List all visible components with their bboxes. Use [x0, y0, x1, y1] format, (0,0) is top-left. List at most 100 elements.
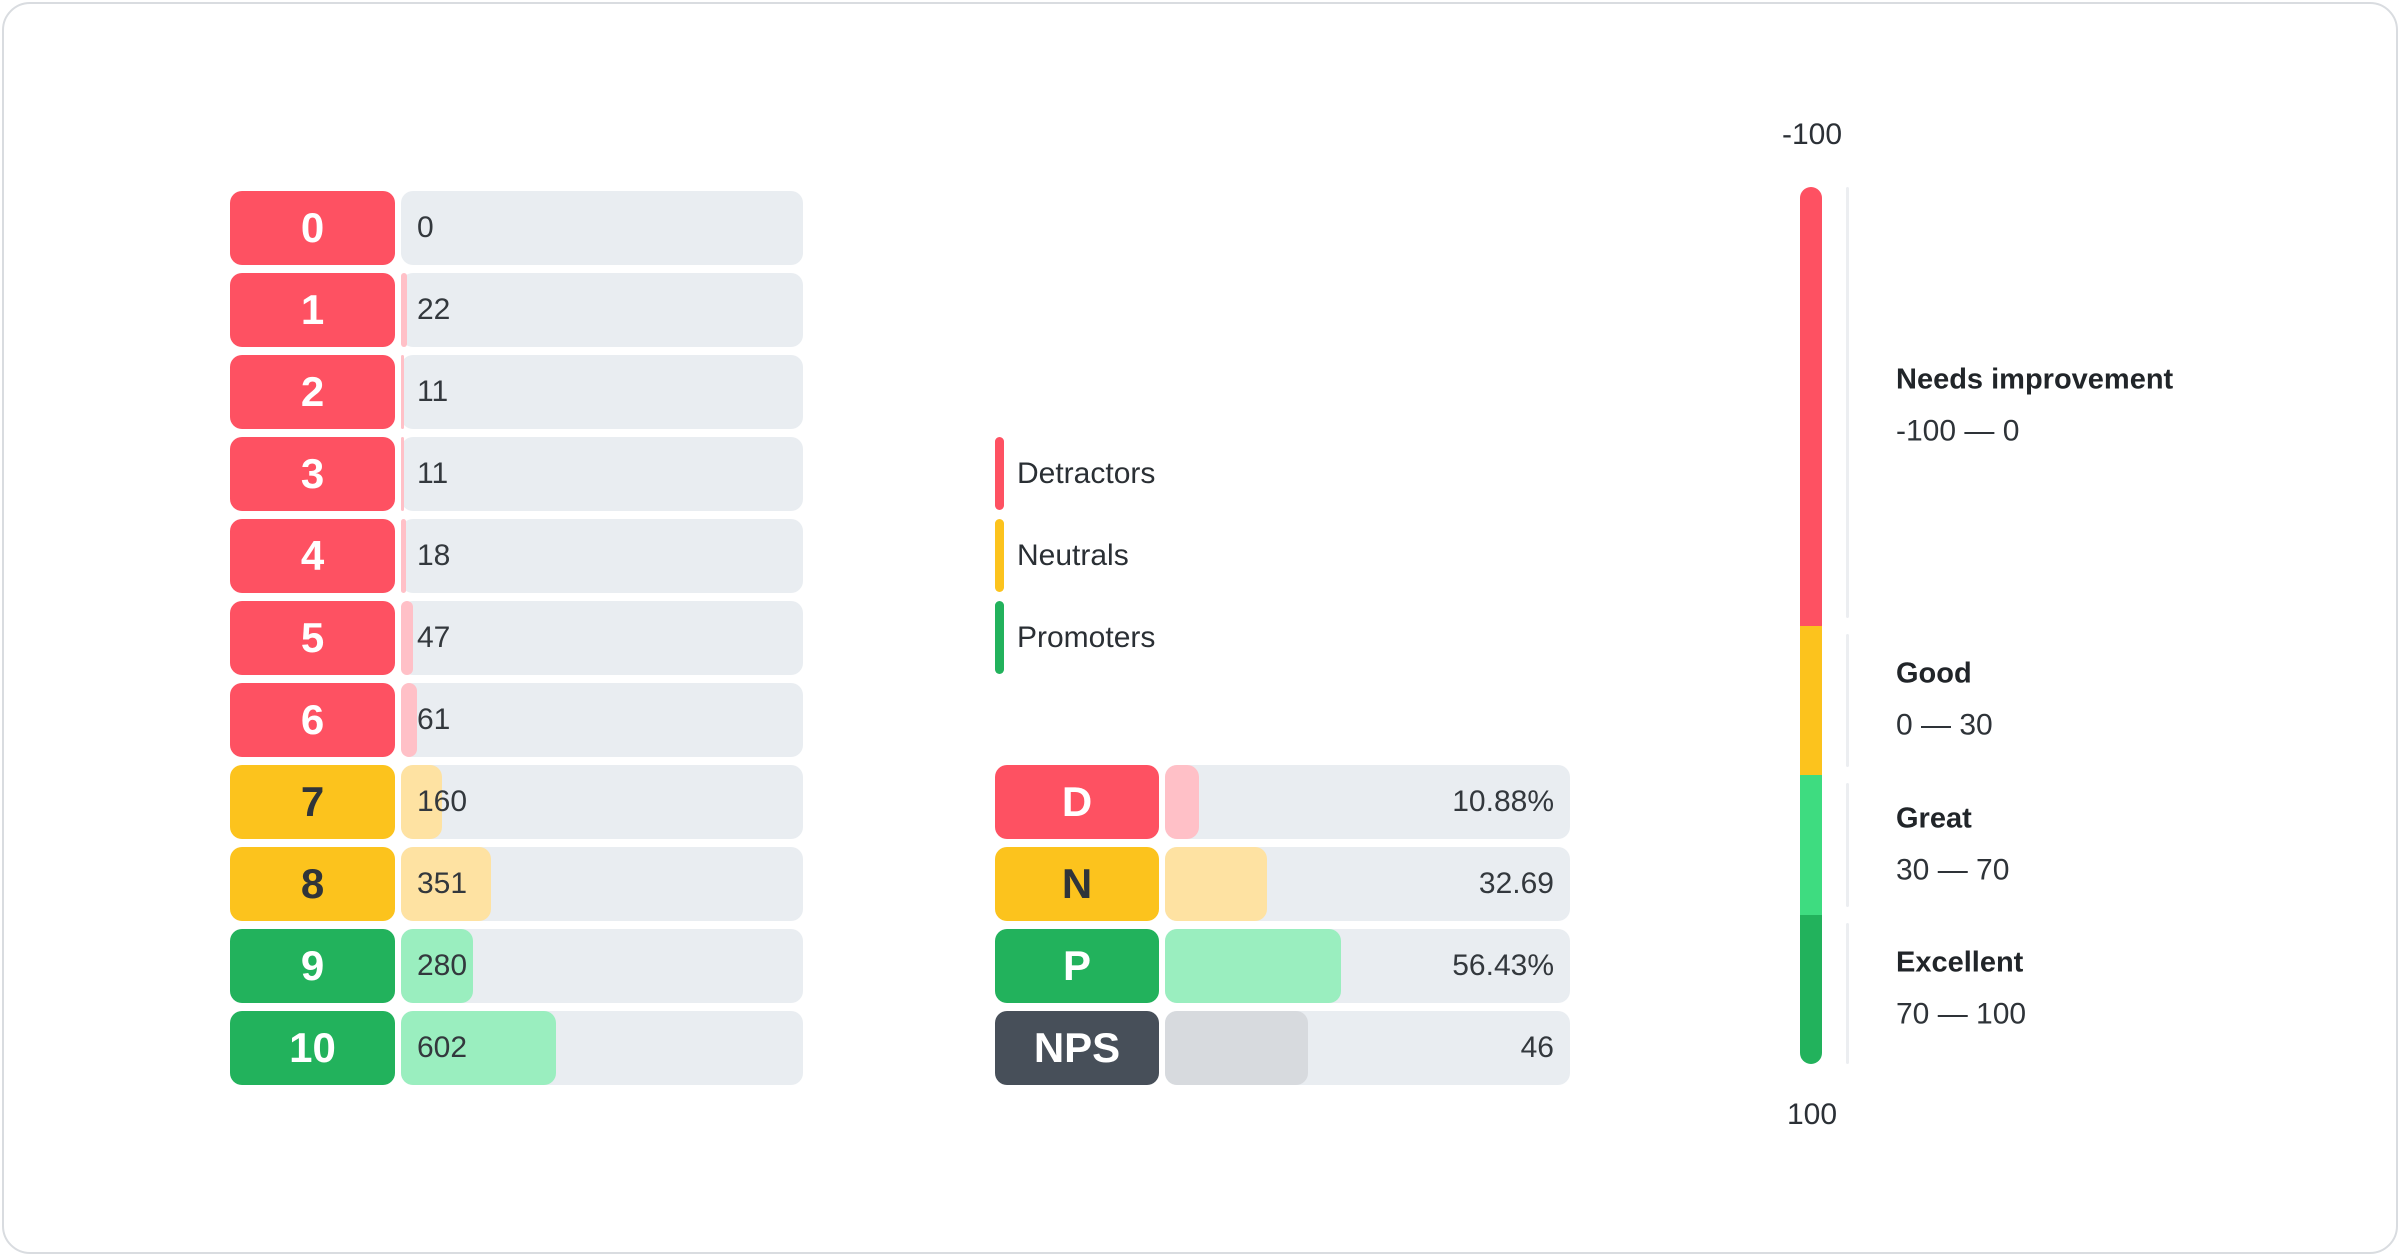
- score-row[interactable]: 8 351: [230, 847, 803, 921]
- score-row[interactable]: 10 602: [230, 1011, 803, 1085]
- gauge-range-block: Good 0 — 30: [1896, 658, 1993, 743]
- score-fill: [401, 929, 473, 1003]
- score-fill: [401, 355, 404, 429]
- summary-value: 56.43%: [1452, 949, 1554, 982]
- gauge-tick-segment: [1846, 782, 1849, 907]
- score-row[interactable]: 7 160: [230, 765, 803, 839]
- score-track: 22: [401, 273, 803, 347]
- gauge-range-labels: Needs improvement -100 — 0 Good 0 — 30 Great…: [1896, 187, 2376, 1064]
- score-fill: [401, 519, 406, 593]
- gauge-tick-segment: [1846, 922, 1849, 1064]
- score-track: 47: [401, 601, 803, 675]
- score-fill: [401, 847, 492, 921]
- score-value: 0: [417, 211, 434, 244]
- score-chip: 1: [230, 273, 395, 347]
- legend-swatch-icon: [995, 601, 1004, 674]
- score-chip: 5: [230, 601, 395, 675]
- score-row[interactable]: 5 47: [230, 601, 803, 675]
- score-value: 61: [417, 703, 451, 736]
- legend-item-promoters[interactable]: Promoters: [995, 601, 1155, 674]
- score-chip: 2: [230, 355, 395, 429]
- summary-row[interactable]: D 10.88%: [995, 765, 1570, 839]
- score-chip: 6: [230, 683, 395, 757]
- summary-row[interactable]: P 56.43%: [995, 929, 1570, 1003]
- score-value: 602: [417, 1031, 468, 1064]
- score-row[interactable]: 3 11: [230, 437, 803, 511]
- legend-label: Promoters: [1017, 620, 1156, 654]
- score-value: 22: [417, 293, 451, 326]
- summary-chip: D: [995, 765, 1159, 839]
- score-value: 160: [417, 785, 468, 818]
- gauge-range-block: Needs improvement -100 — 0: [1896, 364, 2173, 449]
- summary-chip: NPS: [995, 1011, 1159, 1085]
- score-row[interactable]: 9 280: [230, 929, 803, 1003]
- summary-fill: [1165, 929, 1341, 1003]
- score-value: 11: [417, 375, 449, 408]
- summary-fill: [1165, 1011, 1309, 1085]
- summary-fill: [1165, 847, 1267, 921]
- score-fill: [401, 601, 414, 675]
- score-fill: [401, 765, 443, 839]
- score-track: 602: [401, 1011, 803, 1085]
- legend-label: Detractors: [1017, 456, 1156, 490]
- gauge-tick-segment: [1846, 187, 1849, 618]
- summary-value: 46: [1520, 1031, 1554, 1064]
- score-chip: 0: [230, 191, 395, 265]
- score-row[interactable]: 1 22: [230, 273, 803, 347]
- score-fill: [401, 683, 417, 757]
- summary-chip: N: [995, 847, 1159, 921]
- score-row[interactable]: 4 18: [230, 519, 803, 593]
- legend-swatch-icon: [995, 437, 1004, 510]
- summary-value: 32.69: [1478, 867, 1554, 900]
- score-chip: 4: [230, 519, 395, 593]
- summary-track: 46: [1165, 1011, 1570, 1085]
- summary-value: 10.88%: [1452, 785, 1554, 818]
- score-track: 160: [401, 765, 803, 839]
- score-track: 280: [401, 929, 803, 1003]
- gauge-range-values: -100 — 0: [1896, 414, 2020, 448]
- summary-track: 10.88%: [1165, 765, 1570, 839]
- score-chip: 3: [230, 437, 395, 511]
- gauge-segment-3: [1800, 914, 1822, 1064]
- gauge-segment-2: [1800, 774, 1822, 915]
- score-value: 11: [417, 457, 449, 490]
- score-row[interactable]: 6 61: [230, 683, 803, 757]
- gauge-range-block: Great 30 — 70: [1896, 802, 2009, 887]
- legend-item-detractors[interactable]: Detractors: [995, 437, 1155, 510]
- score-value: 18: [417, 539, 451, 572]
- summary-row[interactable]: NPS 46: [995, 1011, 1570, 1085]
- score-row[interactable]: 2 11: [230, 355, 803, 429]
- score-chip: 9: [230, 929, 395, 1003]
- summary-row[interactable]: N 32.69: [995, 847, 1570, 921]
- score-fill: [401, 437, 404, 511]
- score-fill: [401, 1011, 556, 1085]
- gauge-tick-segment: [1846, 633, 1849, 767]
- score-chip: 8: [230, 847, 395, 921]
- score-distribution-chart: 0 0 1 22 2 11 3 11 4 18 5 47 6 61 7 160 8 351 9 280 10 602: [230, 191, 803, 1085]
- summary-track: 56.43%: [1165, 929, 1570, 1003]
- gauge-range-title: Good: [1896, 657, 1972, 690]
- gauge-range-title: Great: [1896, 802, 1972, 835]
- score-chip: 10: [230, 1011, 395, 1085]
- score-value: 47: [417, 621, 451, 654]
- score-fill: [401, 273, 407, 347]
- score-track: 0: [401, 191, 803, 265]
- legend-item-neutrals[interactable]: Neutrals: [995, 519, 1155, 592]
- score-chip: 7: [230, 765, 395, 839]
- gauge-range-block: Excellent 70 — 100: [1896, 947, 2026, 1032]
- summary-chip: P: [995, 929, 1159, 1003]
- score-value: 280: [417, 949, 468, 982]
- legend-swatch-icon: [995, 519, 1004, 592]
- gauge-range-title: Excellent: [1896, 946, 2024, 979]
- gauge-axis-max-label: 100: [1786, 1098, 1838, 1131]
- gauge-range-values: 30 — 70: [1896, 853, 2010, 887]
- summary-fill: [1165, 765, 1199, 839]
- gauge-range-values: 70 — 100: [1896, 997, 2027, 1031]
- summary-chart: D 10.88% N 32.69 P 56.43% NPS 46: [995, 765, 1570, 1085]
- gauge-bar: [1800, 187, 1822, 1064]
- gauge-segment-1: [1800, 625, 1822, 775]
- gauge-segment-0: [1800, 187, 1822, 626]
- score-track: 61: [401, 683, 803, 757]
